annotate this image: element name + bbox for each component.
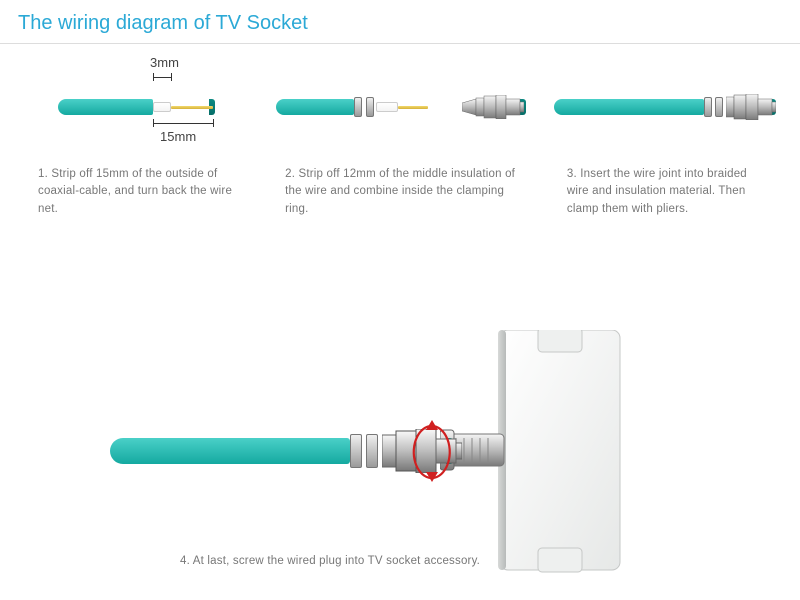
step-2-illustration [267,52,533,162]
cable-jacket [554,99,704,115]
cable-insulation [376,102,398,112]
connector-plug [462,95,524,124]
cable-jacket [276,99,354,115]
step-2: 2. Strip off 12mm of the middle insulati… [259,52,541,218]
tv-socket [440,330,700,590]
cable-core [398,106,428,109]
step-3-caption: 3. Insert the wire joint into braided wi… [549,162,780,218]
clamp-ring [704,97,712,117]
page-title: The wiring diagram of TV Socket [0,0,800,43]
cable-jacket [58,99,153,115]
step-4-illustration: 4. At last, screw the wired plug into TV… [0,320,800,600]
step-2-caption: 2. Strip off 12mm of the middle insulati… [267,162,533,218]
cable-insulation [153,102,171,112]
clamp-ring [366,97,374,117]
step-4: 4. At last, screw the wired plug into TV… [0,320,800,600]
step-3-illustration [549,52,780,162]
clamp-ring [366,434,378,468]
divider [0,43,800,44]
step-1: 3mm 15mm 1. Strip off 15mm of the outsid… [12,52,259,218]
step-4-caption: 4. At last, screw the wired plug into TV… [180,555,480,567]
connector-attached [726,94,776,125]
clamp-ring [354,97,362,117]
clamp-ring [350,434,362,468]
steps-row: 3mm 15mm 1. Strip off 15mm of the outsid… [0,52,800,218]
screw-arrow-icon [408,420,456,482]
dim-label-15mm: 15mm [160,129,196,144]
cable-jacket [110,438,350,464]
step-1-caption: 1. Strip off 15mm of the outside of coax… [20,162,251,218]
clamp-ring [715,97,723,117]
step-3: 3. Insert the wire joint into braided wi… [541,52,788,218]
step-1-illustration: 3mm 15mm [20,52,251,162]
dim-label-3mm: 3mm [150,55,179,70]
cable-core [171,106,213,109]
